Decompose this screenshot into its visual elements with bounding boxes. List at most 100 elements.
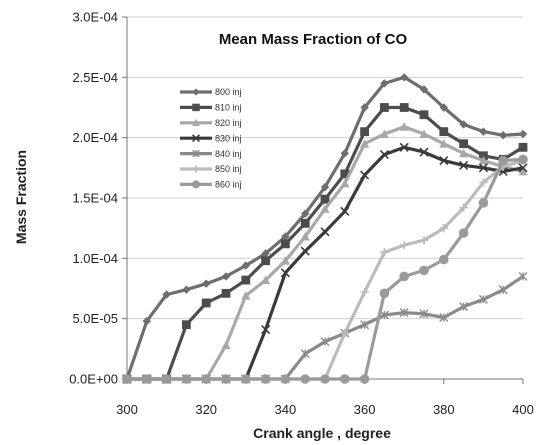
- data-point: [182, 285, 191, 294]
- data-point: [261, 256, 270, 266]
- x-tick-label: 360: [354, 402, 376, 417]
- data-point: [518, 166, 528, 176]
- data-point: [399, 142, 409, 152]
- data-point: [261, 249, 270, 258]
- x-tick-label: 320: [195, 402, 217, 417]
- x-tick-label: 400: [512, 402, 534, 417]
- data-point: [479, 178, 488, 187]
- data-point: [201, 374, 211, 384]
- legend-label: 830 inj: [215, 133, 242, 143]
- data-point: [518, 271, 528, 281]
- data-point: [399, 122, 409, 131]
- legend-label: 820 inj: [215, 118, 242, 128]
- data-point: [419, 265, 429, 276]
- data-point: [478, 163, 488, 173]
- data-point: [459, 160, 469, 170]
- data-point: [340, 206, 350, 216]
- legend-item: 820 inj: [180, 118, 242, 128]
- chart-title: Mean Mass Fraction of CO: [219, 31, 408, 48]
- data-point: [518, 154, 528, 165]
- data-point: [300, 218, 310, 228]
- data-point: [518, 142, 528, 152]
- data-point: [419, 85, 429, 94]
- data-point: [459, 148, 469, 158]
- data-point: [360, 170, 370, 180]
- data-point: [192, 165, 200, 173]
- y-tick-label: 0.0E+00: [69, 372, 118, 387]
- y-tick-label: 3.0E-04: [72, 10, 118, 25]
- data-point: [400, 240, 409, 250]
- data-point: [162, 290, 171, 299]
- data-point: [439, 156, 449, 166]
- data-point: [191, 180, 201, 189]
- data-point: [161, 374, 172, 384]
- data-point: [360, 127, 369, 137]
- data-point: [360, 320, 370, 330]
- series-layer: [122, 73, 528, 384]
- series-830-inj: [122, 142, 528, 384]
- data-point: [340, 169, 350, 179]
- data-point: [459, 203, 468, 212]
- data-point: [192, 103, 200, 112]
- data-point: [498, 285, 508, 295]
- data-point: [280, 268, 290, 278]
- y-axis-label: Mass Fraction: [13, 150, 29, 244]
- data-point: [439, 254, 449, 265]
- legend-item: 830 inj: [180, 133, 242, 143]
- data-point: [340, 178, 350, 188]
- data-point: [260, 374, 271, 384]
- series-line: [127, 157, 524, 381]
- data-point: [320, 204, 330, 213]
- legend: 800 inj 810 inj 820 inj 830 inj 840 inj 850 i…: [180, 87, 242, 190]
- data-point: [122, 374, 132, 384]
- data-point: [379, 149, 389, 160]
- data-point: [478, 155, 488, 165]
- data-point: [439, 223, 448, 233]
- data-point: [459, 120, 468, 129]
- data-point: [261, 324, 271, 335]
- data-point: [300, 349, 310, 359]
- y-tick-label: 2.5E-04: [72, 70, 118, 85]
- data-point: [439, 127, 449, 137]
- data-point: [202, 279, 211, 288]
- legend-label: 810 inj: [215, 103, 242, 113]
- data-point: [281, 232, 290, 241]
- data-point: [458, 228, 469, 238]
- legend-item: 800 inj: [180, 87, 242, 97]
- legend-label: 840 inj: [215, 149, 242, 159]
- data-point: [192, 88, 200, 96]
- data-point: [380, 79, 389, 88]
- data-point: [320, 374, 330, 384]
- data-point: [320, 227, 330, 237]
- data-point: [261, 275, 271, 284]
- data-point: [142, 316, 151, 326]
- series-800-inj: [122, 73, 528, 384]
- data-point: [379, 129, 389, 138]
- y-tick-label: 5.0E-05: [72, 311, 118, 326]
- data-point: [419, 236, 429, 245]
- legend-label: 860 inj: [215, 180, 242, 190]
- data-point: [241, 261, 250, 270]
- data-point: [400, 73, 409, 82]
- data-point: [201, 298, 211, 308]
- data-point: [320, 182, 330, 192]
- data-point: [320, 194, 330, 204]
- data-point: [241, 275, 251, 285]
- data-point: [399, 271, 410, 282]
- data-point: [360, 287, 369, 297]
- data-point: [300, 246, 310, 256]
- data-point: [419, 309, 429, 319]
- data-point: [379, 288, 390, 299]
- data-point: [182, 320, 191, 330]
- data-point: [360, 103, 369, 112]
- data-point: [340, 149, 349, 158]
- data-point: [221, 340, 231, 350]
- data-point: [379, 310, 389, 320]
- data-point: [181, 374, 192, 384]
- x-axis-label: Crank angle , degree: [253, 425, 391, 441]
- data-point: [300, 232, 310, 241]
- x-tick-label: 340: [275, 402, 297, 417]
- legend-label: 800 inj: [215, 87, 242, 97]
- data-point: [340, 374, 350, 384]
